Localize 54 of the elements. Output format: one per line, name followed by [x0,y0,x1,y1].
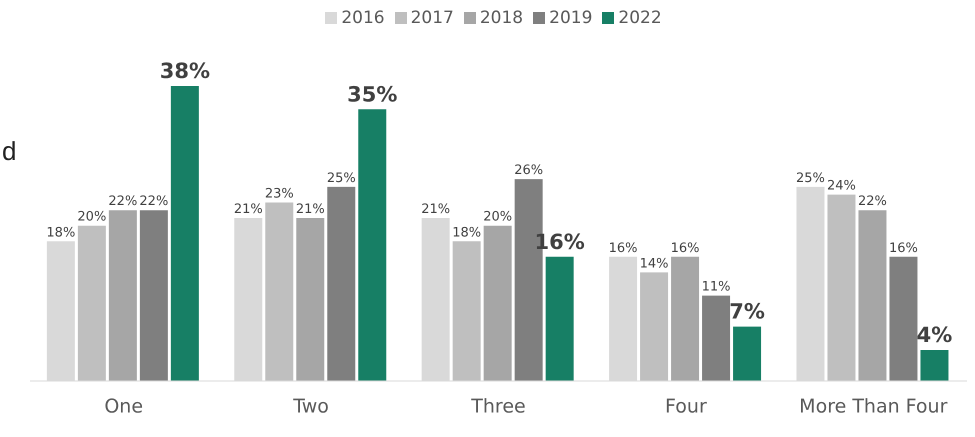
data-label: 35% [347,82,398,106]
bar [484,226,512,381]
data-label: 38% [160,59,210,83]
bar [733,326,762,381]
bar [640,272,668,381]
data-label: 22% [858,194,887,210]
data-label: 21% [234,202,263,217]
data-label: 20% [77,210,106,225]
data-label: 26% [514,163,544,178]
x-tick-label: Three [470,395,526,418]
bar [327,186,356,381]
data-label: 20% [483,210,512,225]
bar [108,210,137,381]
data-label: 18% [452,225,482,240]
bar [546,256,574,381]
legend-label: 2019 [549,8,592,28]
legend-label: 2016 [341,8,385,28]
data-label: 22% [108,194,138,210]
data-label: 4% [916,322,952,347]
legend-label: 2022 [618,8,662,28]
data-label: 22% [139,194,168,210]
data-label: 16% [889,240,918,256]
bar [452,241,481,381]
bar [889,256,918,381]
x-tick-label: Four [665,395,707,418]
bar [827,194,856,381]
legend-label: 2018 [480,8,524,28]
data-label: 21% [296,202,325,217]
bar [920,350,948,381]
bar [170,86,199,381]
bar [296,218,324,381]
data-label: 7% [729,300,765,324]
x-tick-label: One [104,395,144,418]
bar [858,210,886,381]
bar [140,210,168,381]
data-label: 18% [46,225,76,240]
data-label: 14% [640,256,669,272]
data-label: 25% [326,170,356,186]
bar [265,202,294,381]
x-tick-label: Two [292,395,329,418]
legend-label: 2017 [410,8,454,28]
data-label: 23% [264,186,294,202]
data-label: 21% [421,202,450,217]
x-tick-label: More Than Four [799,395,948,418]
bar [358,109,386,381]
text: d [2,136,16,167]
data-label: 25% [796,170,825,186]
data-label: 24% [827,178,856,194]
data-label: 11% [702,280,731,295]
bar [702,296,730,381]
bar [671,256,700,381]
data-label: 16% [670,240,700,256]
data-label: 16% [608,240,638,256]
bar [78,226,106,381]
